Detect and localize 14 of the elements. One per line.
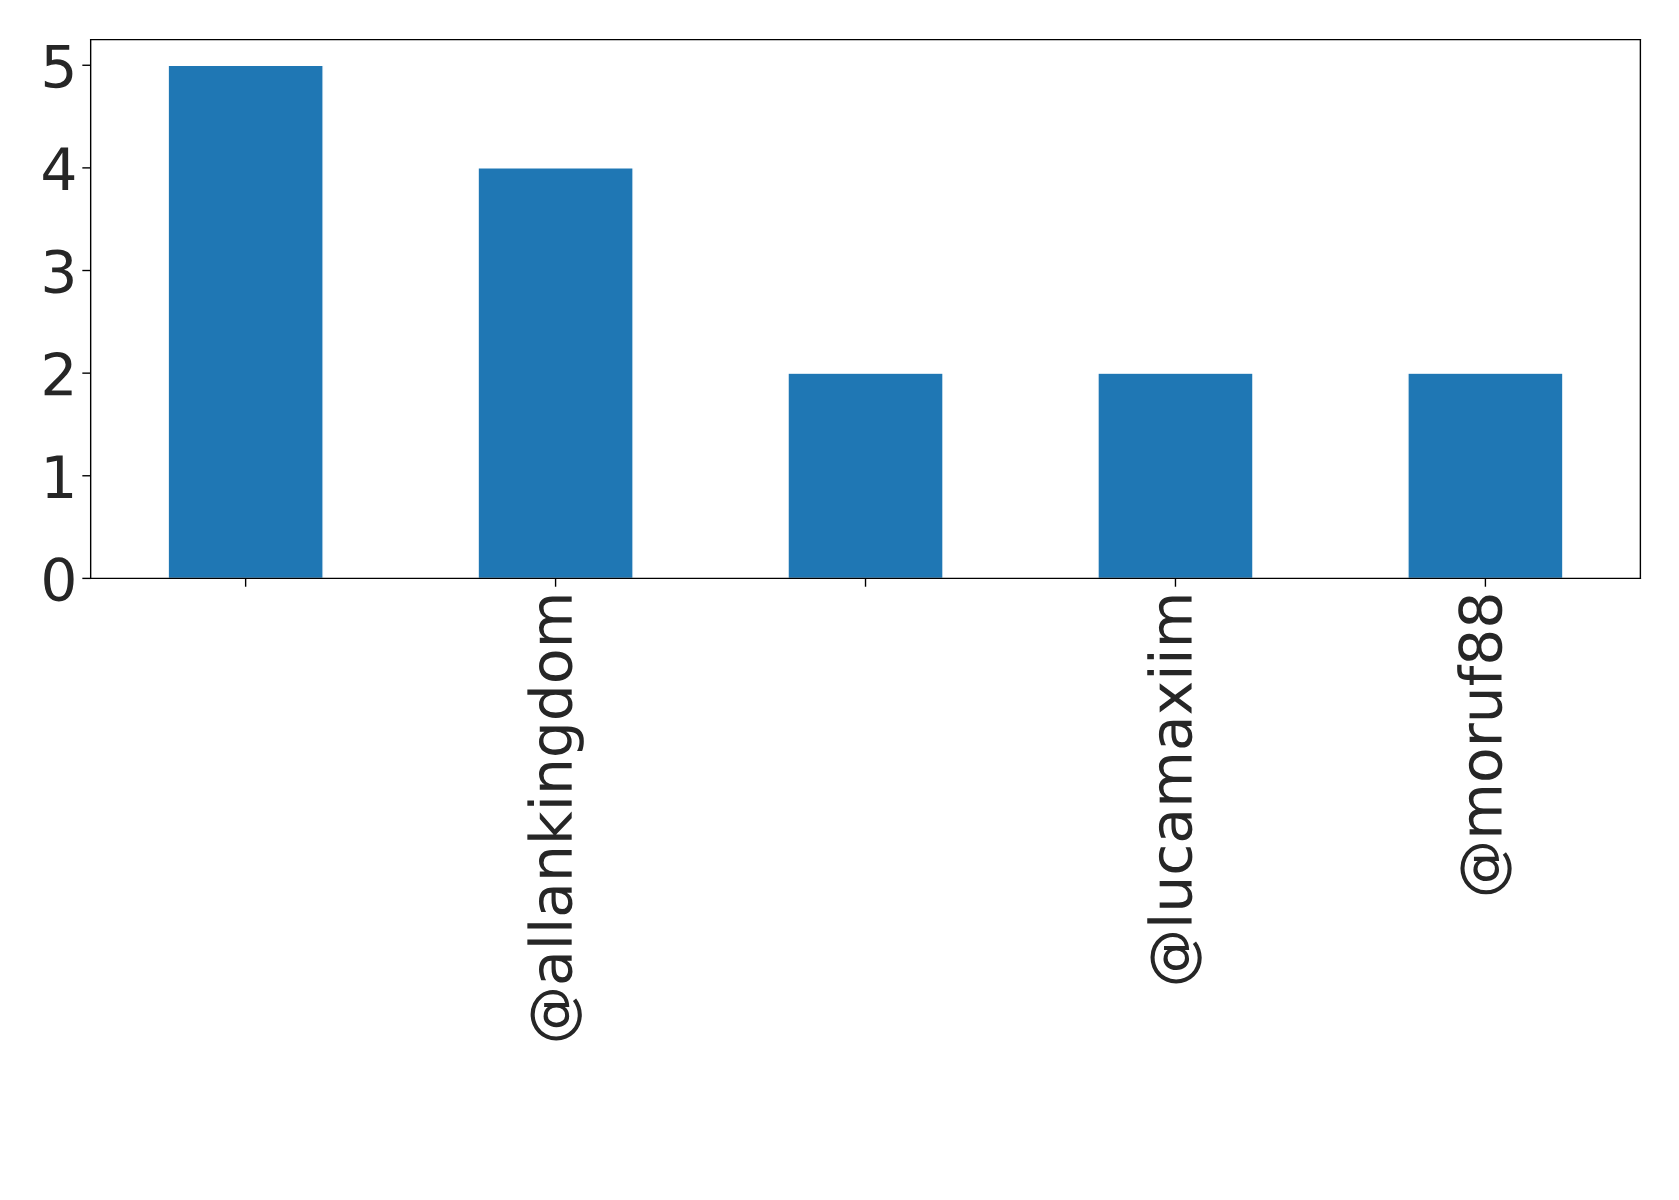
bar [167, 64, 324, 579]
y-tick-label: 3 [44, 249, 73, 294]
bar [1407, 372, 1564, 579]
bar [1097, 372, 1254, 579]
y-tick-label: 0 [44, 557, 74, 602]
x-tick-label: @lucamaxiim [1147, 596, 1202, 984]
bar [477, 167, 634, 579]
x-tick-label: @moruf88 [1457, 595, 1512, 895]
y-tick-label: 2 [44, 352, 72, 396]
y-tick-label: 1 [46, 455, 73, 498]
x-tick-label: @allankingdom [527, 596, 584, 1041]
y-tick-label: 5 [44, 44, 73, 89]
bar [787, 372, 944, 579]
y-tick-label: 4 [43, 147, 75, 191]
